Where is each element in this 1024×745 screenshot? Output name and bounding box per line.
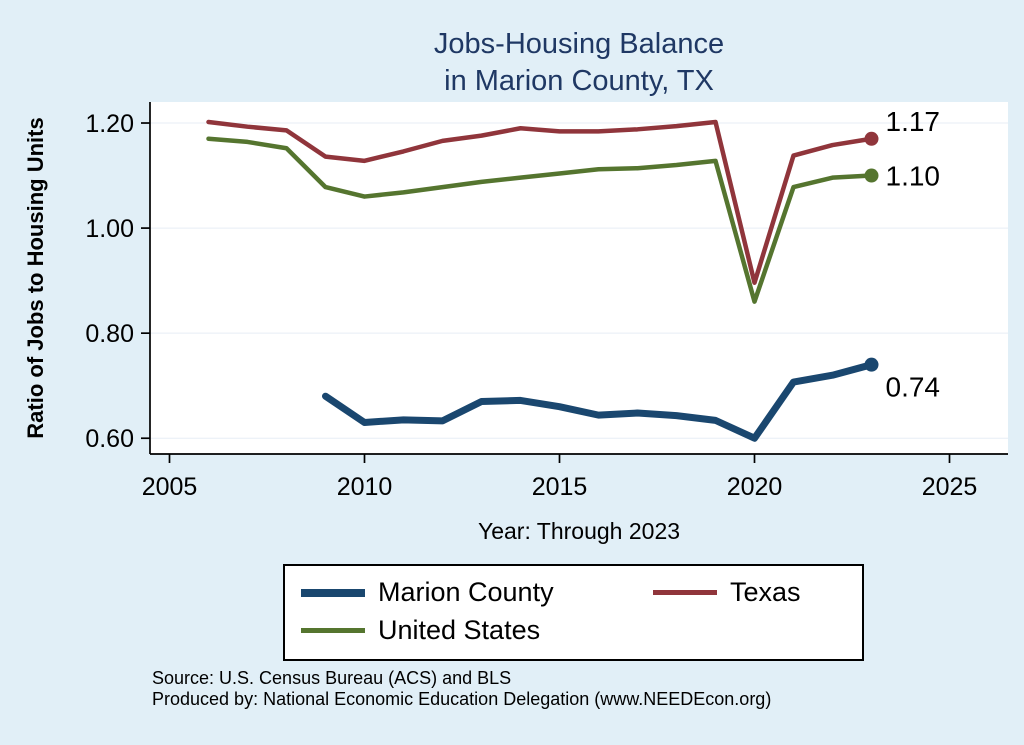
x-tick-label: 2010 <box>337 473 393 501</box>
x-tick-label: 2015 <box>532 473 588 501</box>
series-line-marion-county <box>322 361 875 442</box>
legend-label-marion-county: Marion County <box>378 577 554 607</box>
x-tick-label: 2020 <box>727 473 783 501</box>
legend-swatch-marion-county <box>301 588 365 597</box>
end-label-marion-county: 0.74 <box>886 372 941 403</box>
chart-title: Jobs-Housing Balance in Marion County, T… <box>150 26 1008 100</box>
y-tick-label: 0.80 <box>85 320 134 348</box>
legend-item-united-states: United States <box>285 615 637 646</box>
legend-swatch-texas <box>653 590 717 595</box>
series-line-texas <box>206 119 874 285</box>
x-tick-label: 2025 <box>922 473 978 501</box>
plot-area <box>150 102 1008 454</box>
legend-item-marion-county: Marion County <box>285 577 637 608</box>
plot-svg: 0.60 0.80 1.00 1.20 2005 2010 2015 2020 2025 0.74… <box>85 102 1008 501</box>
end-marker-united-states <box>864 168 879 183</box>
y-tick-label: 1.20 <box>85 110 134 138</box>
chart-title-line1: Jobs-Housing Balance <box>433 28 725 60</box>
end-marker-texas <box>864 131 879 146</box>
legend-label-united-states: United States <box>378 615 541 645</box>
y-axis-label: Ratio of Jobs to Housing Units <box>23 117 48 439</box>
end-marker-marion-county <box>864 357 879 372</box>
y-tick-label: 0.60 <box>85 425 134 453</box>
legend-swatch-united-states <box>301 628 365 633</box>
end-label-united-states: 1.10 <box>886 161 941 192</box>
legend-label-texas: Texas <box>730 577 801 607</box>
legend-item-texas: Texas <box>637 577 862 608</box>
x-tick-label: 2005 <box>142 473 198 501</box>
x-axis-label: Year: Through 2023 <box>477 518 681 544</box>
series-line-united-states <box>206 136 874 304</box>
y-tick-label: 1.00 <box>85 215 134 243</box>
chart-title-line2: in Marion County, TX <box>444 65 714 97</box>
source-note: Source: U.S. Census Bureau (ACS) and BLS… <box>152 668 771 710</box>
legend: Marion County Texas United States <box>283 564 864 661</box>
source-line2: Produced by: National Economic Education… <box>152 689 772 709</box>
source-line1: Source: U.S. Census Bureau (ACS) and BLS <box>152 668 512 688</box>
end-label-texas: 1.17 <box>886 106 941 137</box>
